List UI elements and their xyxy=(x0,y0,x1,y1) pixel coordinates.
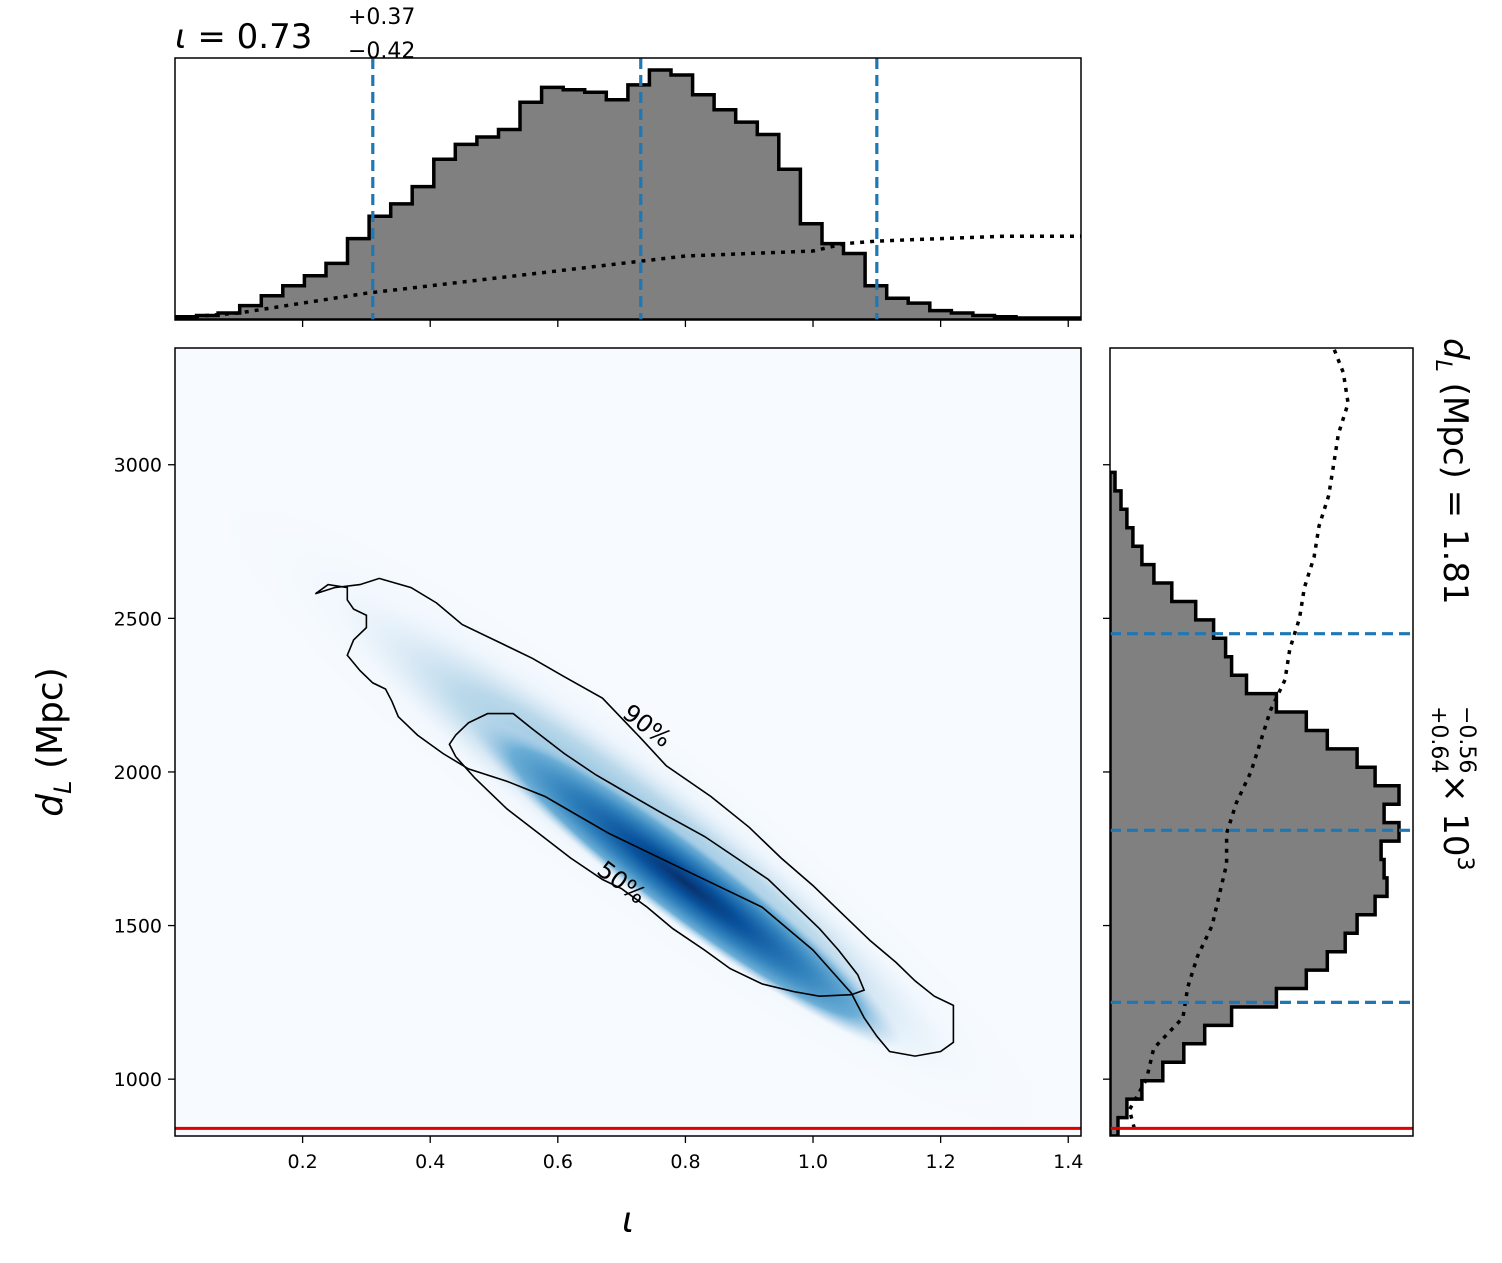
iota-posterior-histogram xyxy=(175,68,1081,320)
dL-exponent: 3 xyxy=(1452,857,1477,871)
x-tick-label: 1.0 xyxy=(798,1151,828,1173)
right-marginal-panel: dL (Mpc) = 1.81 +0.64 −0.56 × 103 xyxy=(1103,338,1479,1137)
y-tick-label: 2000 xyxy=(114,762,162,784)
top-marginal-panel: ι = 0.73 +0.37 −0.42 xyxy=(174,5,1082,327)
dL-lower-error: −0.56 xyxy=(1454,706,1479,773)
dL-symbol: d xyxy=(30,793,71,817)
dL-multiplier: × 103 xyxy=(1435,774,1477,871)
iota-upper-error: +0.37 xyxy=(348,5,415,30)
x-tick-label: 0.2 xyxy=(287,1151,317,1173)
y-tick-label: 3000 xyxy=(114,455,162,477)
dL-posterior-histogram xyxy=(1110,470,1401,1136)
right-marginal-title: dL (Mpc) = 1.81 xyxy=(1430,338,1475,605)
dL-unit: (Mpc) xyxy=(30,667,71,769)
top-marginal-title: ι = 0.73 xyxy=(175,17,312,57)
joint-panel: 90%50% 0.2 0.4 0.6 0.8 1.0 1.2 1.4100015002000… xyxy=(30,347,1083,1241)
contour-90-line xyxy=(314,577,955,1057)
iota-symbol: ι xyxy=(175,17,187,57)
dL-title-symbol: d xyxy=(1435,338,1475,360)
dL-subscript: L xyxy=(49,781,77,794)
y-tick-label: 2500 xyxy=(114,608,162,630)
y-tick-label: 1000 xyxy=(114,1069,162,1091)
x-tick-label: 0.4 xyxy=(415,1151,445,1173)
x-tick-label: 0.6 xyxy=(543,1151,573,1173)
iota-median-value: 0.73 xyxy=(237,17,313,57)
y-tick-label: 1500 xyxy=(114,916,162,938)
iota-lower-error: −0.42 xyxy=(348,39,415,64)
x-tick-label: 1.2 xyxy=(926,1151,956,1173)
x-tick-label: 1.4 xyxy=(1053,1151,1083,1173)
dL-title-subscript: L xyxy=(1430,360,1455,372)
dL-title-unit: (Mpc) xyxy=(1435,383,1475,479)
iota-prior-line xyxy=(175,234,1081,320)
density-core xyxy=(468,716,903,1049)
dL-median-value: 1.81 xyxy=(1435,529,1475,605)
x-tick-label: 0.8 xyxy=(670,1151,700,1173)
dL-upper-error: +0.64 xyxy=(1426,706,1451,773)
contour-50-line xyxy=(448,712,866,998)
x-axis-label: ι xyxy=(622,1200,634,1241)
y-axis-label: dL (Mpc) xyxy=(30,667,77,816)
